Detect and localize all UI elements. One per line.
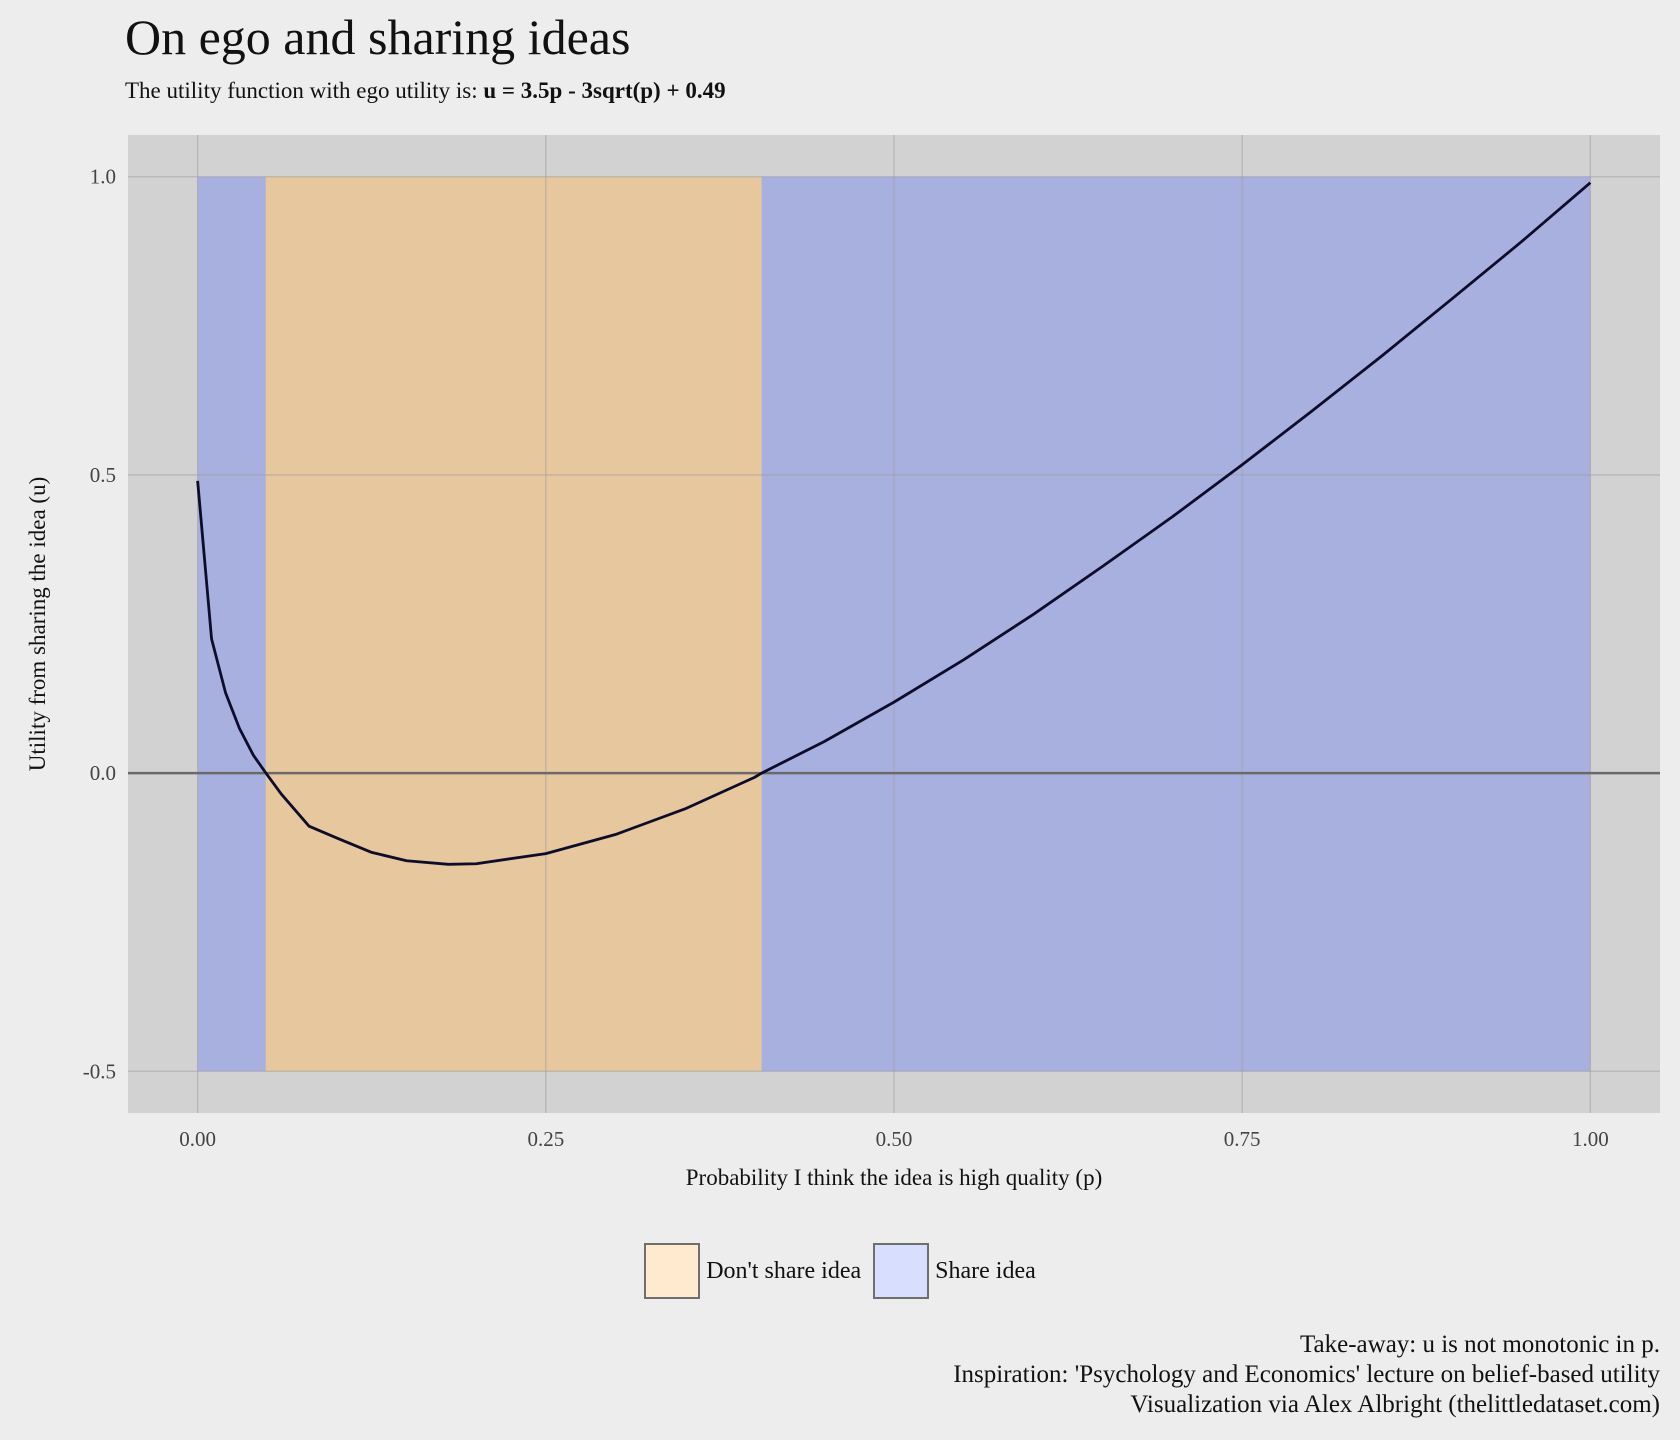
x-tick-label-3: 0.75 — [1224, 1127, 1261, 1151]
caption-line-credit: Visualization via Alex Albright (thelitt… — [1130, 1391, 1660, 1418]
legend: Don't share idea Share idea — [0, 1243, 1680, 1299]
x-tick-label-2: 0.50 — [876, 1127, 913, 1151]
chart-title: On ego and sharing ideas — [125, 9, 631, 65]
x-tick-label-4: 1.00 — [1572, 1127, 1609, 1151]
legend-item-dont-share: Don't share idea — [644, 1243, 861, 1299]
utility-line-0 — [196, 181, 1592, 866]
y-axis-title: Utility from sharing the idea (u) — [25, 477, 50, 771]
region-1 — [265, 176, 762, 1072]
y-tick-label-0: -0.5 — [83, 1059, 116, 1083]
region-2 — [761, 176, 1591, 1072]
y-tick-label-3: 1.0 — [90, 165, 116, 189]
legend-label-dont-share: Don't share idea — [706, 1257, 862, 1284]
caption: Take-away: u is not monotonic in p. Insp… — [953, 1330, 1660, 1420]
legend-key-share — [873, 1243, 930, 1299]
legend-key-dont-share — [644, 1243, 701, 1299]
chart-subtitle: The utility function with ego utility is… — [125, 78, 726, 104]
subtitle-formula: u = 3.5p - 3sqrt(p) + 0.49 — [483, 78, 726, 103]
caption-line-inspiration: Inspiration: 'Psychology and Economics' … — [953, 1361, 1660, 1388]
legend-label-share: Share idea — [935, 1257, 1036, 1284]
subtitle-prefix: The utility function with ego utility is… — [125, 78, 484, 103]
caption-line-takeaway: Take-away: u is not monotonic in p. — [1300, 1331, 1660, 1358]
chart-svg: 0.00 0.25 0.50 0.75 1.00 -0.5 0.0 0.5 1.0 Probabi… — [25, 135, 1660, 1190]
x-axis-title: Probability I think the idea is high qua… — [686, 1165, 1103, 1190]
y-tick-label-2: 0.5 — [90, 463, 116, 487]
region-0 — [197, 176, 266, 1072]
legend-item-share: Share idea — [873, 1243, 1036, 1299]
x-tick-label-1: 0.25 — [527, 1127, 564, 1151]
y-tick-label-1: 0.0 — [90, 761, 116, 785]
x-tick-label-0: 0.00 — [179, 1127, 216, 1151]
